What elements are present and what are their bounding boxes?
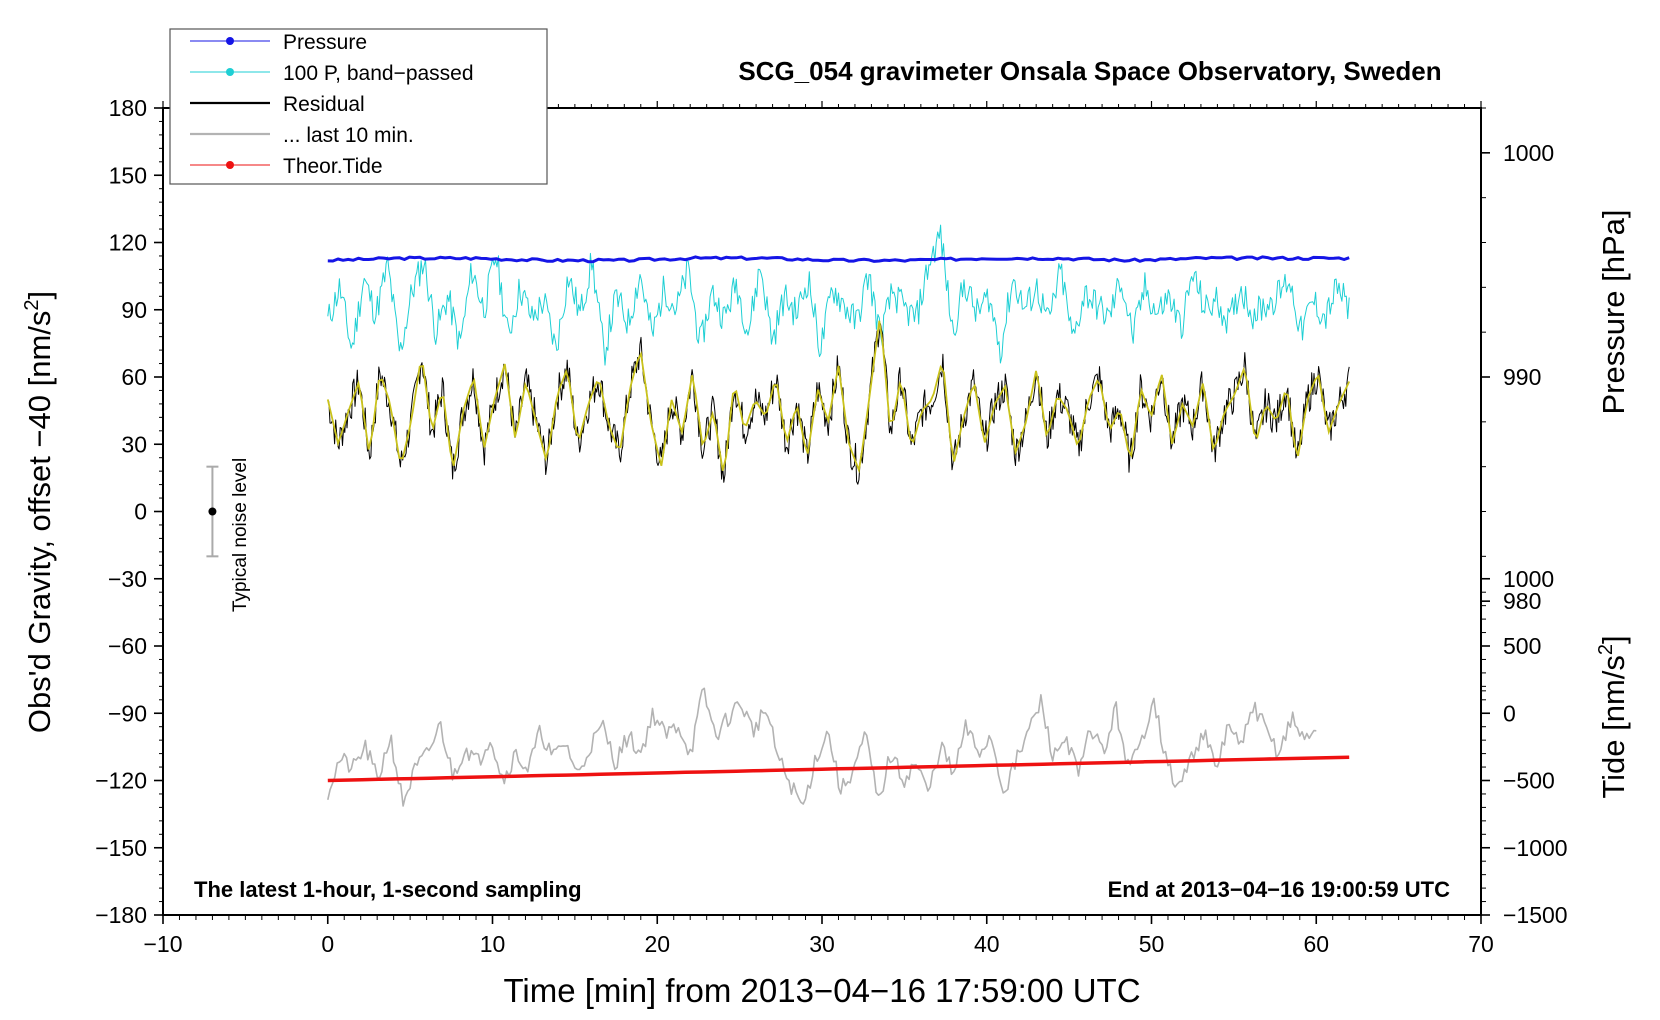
series-last-10-min-line: [327, 687, 1317, 807]
chart-title: SCG_054 gravimeter Onsala Space Observat…: [738, 56, 1441, 86]
tide-tick-label: −500: [1503, 768, 1555, 794]
y-tick-label: 90: [121, 297, 147, 323]
legend-marker: [226, 161, 234, 169]
annotation-end-time: End at 2013−04−16 19:00:59 UTC: [1108, 877, 1451, 902]
series-residual-line: [327, 323, 1350, 485]
noise-bar-dot: [208, 507, 217, 516]
tide-tick-label: 0: [1503, 700, 1516, 726]
series-theoretical-tide-line: [327, 755, 1350, 783]
x-tick-label: 20: [644, 931, 670, 957]
x-axis-label: Time [min] from 2013−04−16 17:59:00 UTC: [503, 972, 1140, 1009]
y-tick-label: 0: [134, 499, 147, 525]
tide-axis-label-main: Tide [nm/s: [1596, 655, 1631, 799]
tide-tick-label: 500: [1503, 633, 1541, 659]
plot-frame: [162, 107, 1482, 916]
tide-axis-label: Tide [nm/s2]: [1595, 635, 1631, 798]
legend-label: Pressure: [283, 31, 367, 54]
annotation-sampling: The latest 1-hour, 1-second sampling: [194, 877, 582, 902]
tide-axis-label-end: ]: [1596, 635, 1631, 644]
legend-marker: [226, 68, 234, 76]
legend-label: ... last 10 min.: [283, 124, 414, 147]
y-axis-label-end: ]: [22, 291, 57, 300]
axes-layer: −10 0 10 20 30 40 50 60 70 180 150 120 90 60 30 0 −30 −60…: [95, 95, 1568, 957]
x-tick-label: 60: [1303, 931, 1329, 957]
y-axis-label-sup: 2: [21, 299, 43, 310]
x-tick-label: −10: [143, 931, 182, 957]
noise-level-label: Typical noise level: [230, 458, 251, 612]
y-tick-label: −180: [95, 902, 147, 928]
x-tick-label: 30: [809, 931, 835, 957]
y-tick-label: −30: [108, 566, 147, 592]
noise-level-bar: [206, 465, 219, 558]
legend-marker: [226, 37, 234, 45]
pressure-tick-label: 980: [1503, 588, 1541, 614]
series-pressure-line: [327, 255, 1350, 264]
x-tick-label: 40: [974, 931, 1000, 957]
tide-tick-label: −1500: [1503, 902, 1568, 928]
y-tick-label: 150: [109, 162, 147, 188]
y-tick-label: 60: [121, 364, 147, 390]
series-residual-smoothed-line: [326, 320, 1351, 474]
pressure-tick-label: 1000: [1503, 140, 1554, 166]
y-tick-label: −60: [108, 633, 147, 659]
pressure-axis-label: Pressure [hPa]: [1596, 209, 1631, 414]
tide-tick-label: −1000: [1503, 835, 1568, 861]
legend-box: [169, 28, 548, 185]
y-tick-label: −120: [95, 768, 147, 794]
y-tick-label: 120: [109, 230, 147, 256]
tide-axis-label-sup: 2: [1595, 644, 1617, 655]
tide-tick-label: 1000: [1503, 566, 1554, 592]
y-tick-label: −90: [108, 700, 147, 726]
x-tick-label: 0: [321, 931, 334, 957]
legend-label: Theor.Tide: [283, 155, 383, 178]
legend-label: 100 P, band−passed: [283, 62, 474, 85]
pressure-tick-label: 990: [1503, 364, 1541, 390]
x-tick-label: 70: [1468, 931, 1494, 957]
legend-label: Residual: [283, 93, 365, 116]
legend: Pressure 100 P, band−passed Residual ... la…: [169, 28, 548, 185]
y-tick-label: 180: [109, 95, 147, 121]
x-tick-label: 10: [480, 931, 506, 957]
y-tick-label: 30: [121, 431, 147, 457]
series-layer: [326, 224, 1351, 807]
y-axis-label-main: Obs'd Gravity, offset −40 [nm/s: [22, 311, 57, 734]
y-axis-label: Obs'd Gravity, offset −40 [nm/s2]: [21, 291, 57, 733]
y-tick-label: −150: [95, 835, 147, 861]
x-tick-label: 50: [1139, 931, 1165, 957]
series-band-passed-line: [327, 224, 1350, 366]
